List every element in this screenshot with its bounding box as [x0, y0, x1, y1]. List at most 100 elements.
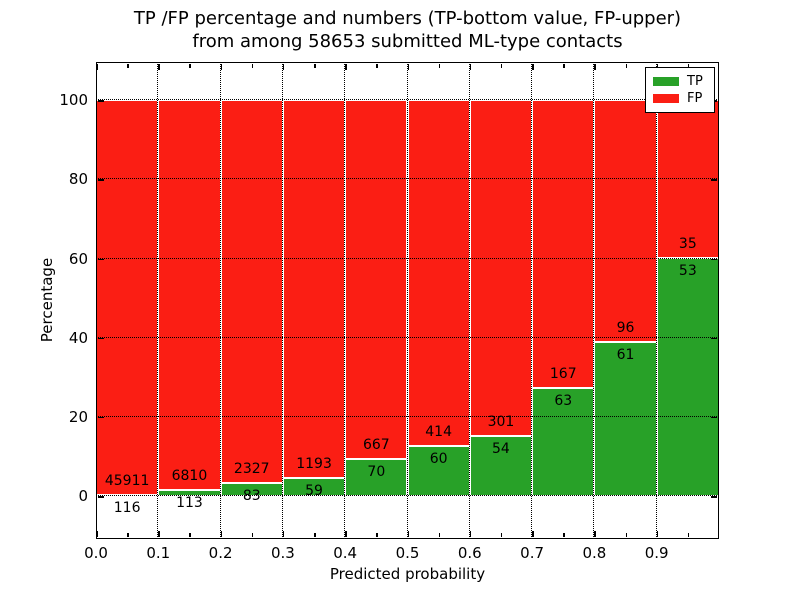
y-major-tick-left: [98, 416, 104, 419]
x-major-tick-bottom: [469, 531, 472, 537]
x-major-tick-bottom: [282, 531, 285, 537]
x-minor-tick-bottom: [500, 533, 503, 537]
v-gridline: [344, 62, 346, 539]
v-gridline: [406, 62, 408, 539]
x-major-tick-bottom: [158, 531, 160, 537]
x-tick-label: 0.8: [582, 544, 607, 562]
x-minor-tick-top: [687, 64, 690, 68]
bar-label-tp: 113: [176, 494, 203, 511]
h-gridline: [96, 257, 719, 259]
legend: TP FP: [645, 67, 715, 113]
x-major-tick-bottom: [345, 531, 347, 537]
bar-fp: [96, 100, 159, 496]
legend-row-tp: TP: [653, 73, 707, 90]
v-gridline: [593, 62, 595, 539]
x-minor-tick-bottom: [625, 533, 628, 537]
bar-tp: [594, 342, 657, 497]
legend-row-fp: FP: [653, 90, 707, 107]
v-gridline: [468, 62, 470, 539]
x-major-tick-top: [220, 64, 223, 70]
x-minor-tick-top: [189, 64, 191, 68]
bar-label-fp: 414: [425, 424, 452, 441]
x-minor-tick-top: [438, 64, 441, 68]
x-minor-tick-top: [127, 64, 129, 68]
legend-label-tp: TP: [687, 74, 703, 89]
x-minor-tick-top: [563, 64, 565, 68]
h-gridline: [96, 415, 719, 417]
x-tick-label: 0.0: [84, 544, 108, 562]
bar-tp: [656, 257, 719, 497]
h-gridline: [96, 99, 719, 101]
x-tick-label: 0.6: [457, 544, 482, 562]
x-minor-tick-bottom: [687, 533, 690, 537]
bar-tp: [532, 387, 595, 497]
bar-label-fp: 667: [362, 436, 390, 453]
bar-label-fp: 1193: [296, 455, 332, 472]
fp-swatch-icon: [653, 94, 679, 103]
x-major-tick-top: [345, 64, 347, 70]
bar-label-fp: 45911: [104, 473, 150, 490]
y-tick-label: 100: [59, 91, 88, 110]
x-minor-tick-bottom: [189, 533, 191, 537]
bar-label-tp: 61: [616, 347, 635, 364]
y-major-tick-right: [711, 258, 717, 260]
tp-swatch-icon: [653, 77, 679, 86]
bar-label-tp: 54: [492, 440, 510, 457]
y-major-tick-right: [711, 416, 717, 419]
y-tick-label: 0: [78, 487, 88, 506]
bar-label-tp: 59: [305, 482, 323, 499]
bar-tp: [469, 435, 533, 497]
x-minor-tick-bottom: [563, 533, 565, 537]
v-gridline: [531, 62, 533, 539]
y-major-tick-left: [98, 258, 104, 260]
x-major-tick-top: [594, 64, 596, 70]
chart-title-line2: from among 58653 submitted ML-type conta…: [192, 31, 623, 52]
bar-fp: [469, 100, 533, 436]
bar-label-fp: 301: [487, 413, 515, 430]
x-minor-tick-top: [376, 64, 378, 68]
bar-label-tp: 116: [113, 500, 141, 517]
bar-fp: [158, 100, 221, 490]
x-tick-label: 0.2: [208, 544, 233, 562]
bar-tp: [345, 458, 408, 497]
bar-fp: [594, 100, 657, 343]
x-tick-label: 0.7: [520, 544, 545, 562]
v-gridline: [219, 62, 221, 539]
bar-fp: [220, 100, 283, 483]
x-major-tick-top: [469, 64, 472, 70]
x-minor-tick-bottom: [376, 533, 378, 537]
x-major-tick-bottom: [220, 531, 223, 537]
bar-label-tp: 60: [429, 451, 448, 468]
x-major-tick-bottom: [656, 531, 659, 537]
y-major-tick-left: [98, 100, 104, 102]
x-minor-tick-top: [500, 64, 503, 68]
x-minor-tick-bottom: [251, 533, 254, 537]
v-gridline: [655, 62, 657, 539]
x-minor-tick-top: [625, 64, 628, 68]
y-major-tick-left: [98, 337, 104, 340]
x-major-tick-top: [532, 64, 534, 70]
x-tick-label: 0.1: [146, 544, 171, 562]
x-minor-tick-bottom: [438, 533, 441, 537]
bar-fp: [407, 100, 470, 447]
y-tick-label: 80: [68, 170, 88, 189]
bar-label-tp: 53: [678, 262, 697, 279]
bar-fp: [345, 100, 408, 459]
h-gridline: [96, 336, 719, 338]
x-major-tick-top: [407, 64, 409, 70]
x-major-tick-bottom: [407, 531, 409, 537]
y-major-tick-right: [711, 337, 717, 340]
bar-label-tp: 83: [242, 487, 261, 504]
y-tick-label: 40: [68, 328, 88, 347]
x-major-tick-bottom: [532, 531, 534, 537]
x-tick-label: 0.4: [333, 544, 358, 562]
x-axis-label: Predicted probability: [329, 565, 486, 583]
y-major-tick-left: [98, 496, 104, 498]
x-tick-label: 0.3: [270, 544, 295, 562]
x-major-tick-bottom: [96, 531, 98, 537]
bar-label-fp: 35: [678, 235, 697, 252]
bar-label-tp: 70: [367, 463, 386, 480]
x-major-tick-top: [96, 64, 98, 70]
h-gridline: [96, 178, 719, 180]
